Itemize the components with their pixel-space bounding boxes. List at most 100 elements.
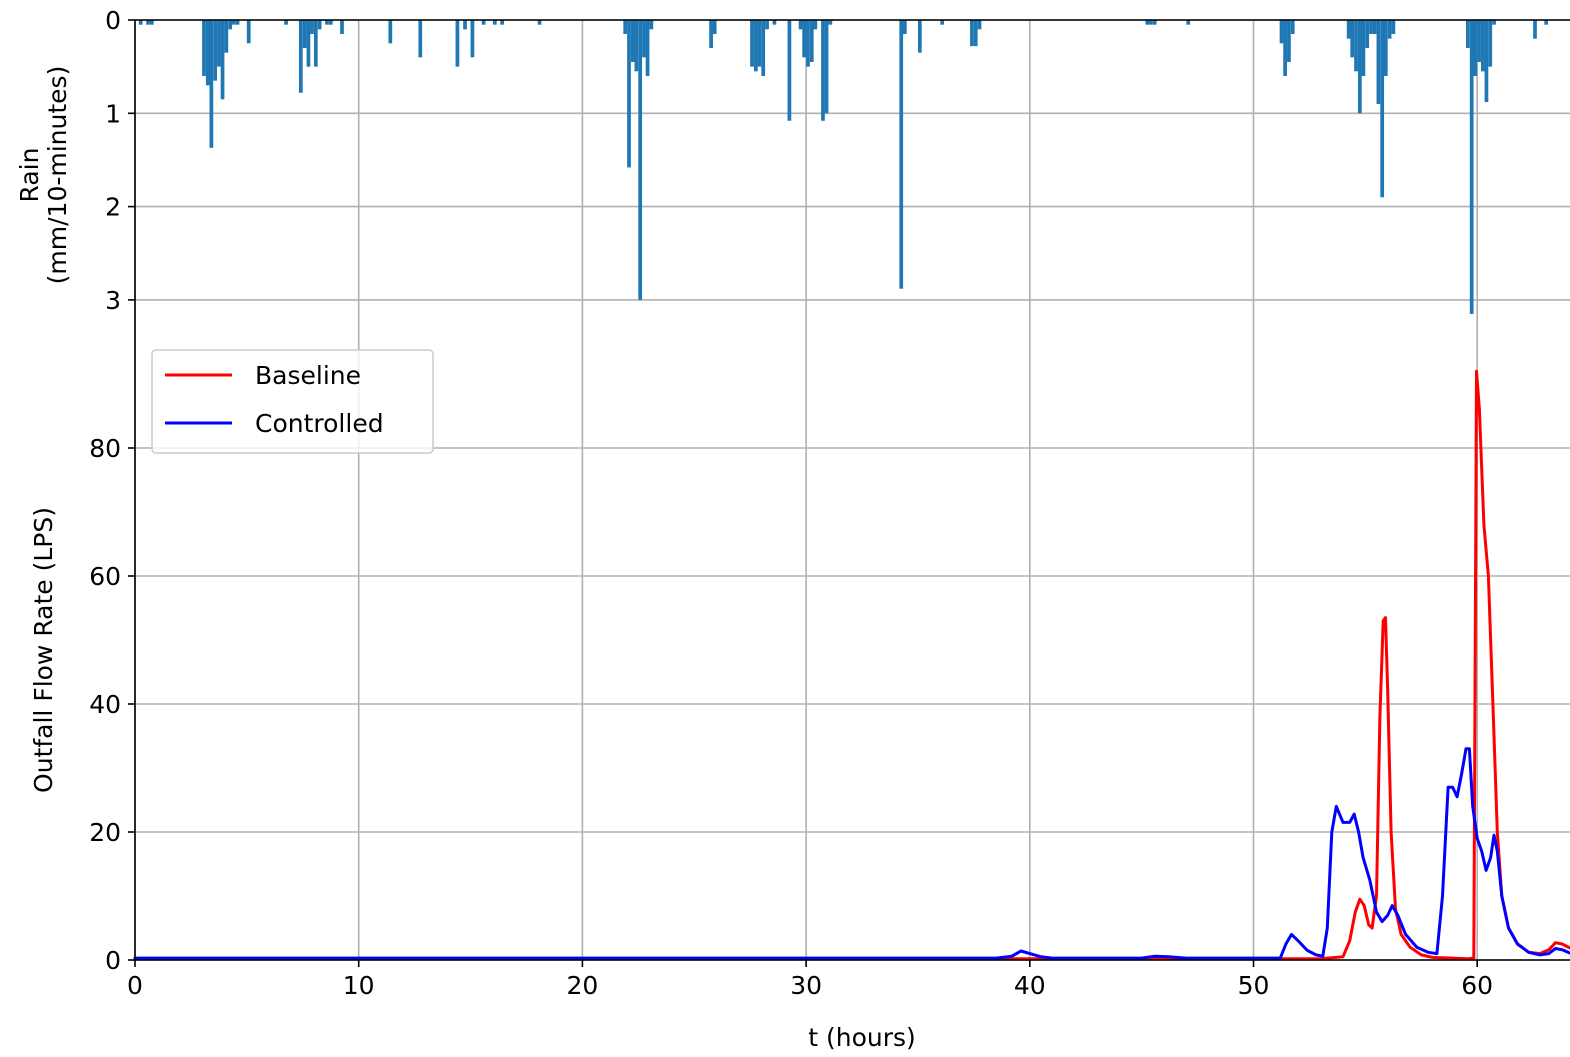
x-axis-label: t (hours) bbox=[808, 1023, 916, 1052]
rain-bar bbox=[224, 20, 229, 53]
rain-bar bbox=[298, 20, 303, 93]
rain-bar bbox=[902, 20, 907, 34]
rain-bar bbox=[787, 20, 792, 121]
rain-bar bbox=[806, 20, 810, 67]
rain-bar bbox=[627, 20, 631, 168]
rain-bar bbox=[1145, 20, 1150, 25]
rain-y-tick-label: 2 bbox=[105, 193, 121, 222]
rain-bar bbox=[821, 20, 825, 121]
flow-y-tick-label: 0 bbox=[105, 946, 121, 975]
rain-bar bbox=[138, 20, 143, 25]
rain-bar bbox=[899, 20, 904, 289]
rain-bar bbox=[1346, 20, 1351, 39]
rain-bar bbox=[813, 20, 818, 30]
rain-bar bbox=[1186, 20, 1191, 25]
flow-y-axis-label: Outfall Flow Rate (LPS) bbox=[29, 507, 58, 793]
rain-bar bbox=[761, 20, 766, 76]
flow-x-ticks: 0 10 20 30 40 50 60 bbox=[127, 960, 1493, 1000]
rain-bar bbox=[328, 20, 333, 25]
rain-bar bbox=[802, 20, 807, 58]
rain-bar bbox=[470, 20, 475, 58]
legend: Baseline Controlled bbox=[151, 349, 434, 454]
rain-bar bbox=[638, 20, 643, 300]
rain-bar bbox=[977, 20, 982, 30]
x-tick-label: 60 bbox=[1461, 971, 1493, 1000]
rain-y-tick-label: 3 bbox=[105, 286, 121, 315]
rain-bar bbox=[418, 20, 423, 58]
flow-y-ticks: 0 20 40 60 80 bbox=[89, 434, 135, 975]
rain-bar bbox=[1484, 20, 1489, 103]
rain-bar bbox=[1481, 20, 1485, 72]
rain-bar bbox=[1488, 20, 1493, 67]
rain-bar bbox=[753, 20, 758, 72]
rain-bar bbox=[645, 20, 650, 76]
rain-bar bbox=[492, 20, 497, 25]
rain-bar bbox=[302, 20, 307, 48]
rain-bar bbox=[1361, 20, 1366, 76]
rain-bar bbox=[388, 20, 393, 44]
rain-y-axis-label-line1: Rain bbox=[15, 148, 44, 203]
rain-bar bbox=[284, 20, 288, 25]
rain-bar bbox=[630, 20, 635, 62]
rain-bar bbox=[1357, 20, 1362, 114]
rain-bar bbox=[772, 20, 777, 25]
rain-bars bbox=[138, 20, 1549, 314]
rain-bar bbox=[824, 20, 829, 114]
rain-bar bbox=[1152, 20, 1157, 25]
x-tick-label: 30 bbox=[790, 971, 822, 1000]
rain-bar bbox=[228, 20, 233, 30]
rain-bar bbox=[481, 20, 486, 25]
rain-panel: 0 1 2 3 Rain (mm/10-minutes) bbox=[15, 6, 1570, 340]
rain-bar bbox=[1391, 20, 1396, 34]
rain-bar bbox=[340, 20, 344, 34]
rain-bar bbox=[1477, 20, 1481, 62]
flow-y-tick-label: 20 bbox=[89, 818, 121, 847]
rain-y-axis-label-line2: (mm/10-minutes) bbox=[43, 66, 72, 285]
rain-bar bbox=[1369, 20, 1373, 34]
rain-bar bbox=[1290, 20, 1295, 34]
rain-bar bbox=[809, 20, 814, 62]
rain-bar bbox=[209, 20, 214, 148]
rain-bar bbox=[1350, 20, 1355, 58]
flow-panel: 0 20 40 60 80 0 10 20 30 40 50 60 Outfall Flow Rat… bbox=[29, 340, 1570, 1052]
rain-bar bbox=[537, 20, 542, 25]
flow-lines bbox=[133, 369, 1570, 961]
x-tick-label: 50 bbox=[1238, 971, 1270, 1000]
rain-bar bbox=[1492, 20, 1496, 25]
rain-bar bbox=[765, 20, 769, 30]
rain-bar bbox=[235, 20, 240, 25]
rain-y-ticks: 0 1 2 3 bbox=[105, 6, 135, 315]
x-tick-label: 40 bbox=[1014, 971, 1046, 1000]
rain-bar bbox=[1376, 20, 1381, 104]
x-tick-label: 20 bbox=[566, 971, 598, 1000]
rain-bar bbox=[750, 20, 754, 67]
rain-bar bbox=[1365, 20, 1370, 48]
flow-y-tick-label: 60 bbox=[89, 562, 121, 591]
rain-bar bbox=[220, 20, 225, 100]
rain-bar bbox=[642, 20, 646, 58]
rain-bar bbox=[1469, 20, 1474, 314]
rain-bar bbox=[317, 20, 322, 30]
rain-bar bbox=[1354, 20, 1358, 72]
rain-bar bbox=[1473, 20, 1478, 76]
rain-y-tick-label: 1 bbox=[105, 99, 121, 128]
legend-label-baseline: Baseline bbox=[255, 361, 361, 390]
rain-bar bbox=[917, 20, 922, 53]
rain-bar bbox=[1533, 20, 1537, 39]
rain-bar bbox=[1380, 20, 1385, 198]
rain-bar bbox=[623, 20, 628, 34]
rain-bar bbox=[1544, 20, 1549, 25]
rain-bar bbox=[149, 20, 154, 25]
legend-label-controlled: Controlled bbox=[255, 409, 384, 438]
rain-bar bbox=[970, 20, 974, 47]
rain-bar bbox=[455, 20, 460, 67]
rain-bar bbox=[1466, 20, 1470, 48]
rain-bar bbox=[310, 20, 314, 34]
flow-y-tick-label: 80 bbox=[89, 434, 121, 463]
rain-bar bbox=[798, 20, 803, 30]
rain-bar bbox=[146, 20, 150, 25]
rain-bar bbox=[205, 20, 210, 86]
rain-bar bbox=[1383, 20, 1388, 76]
rain-bar bbox=[231, 20, 236, 25]
